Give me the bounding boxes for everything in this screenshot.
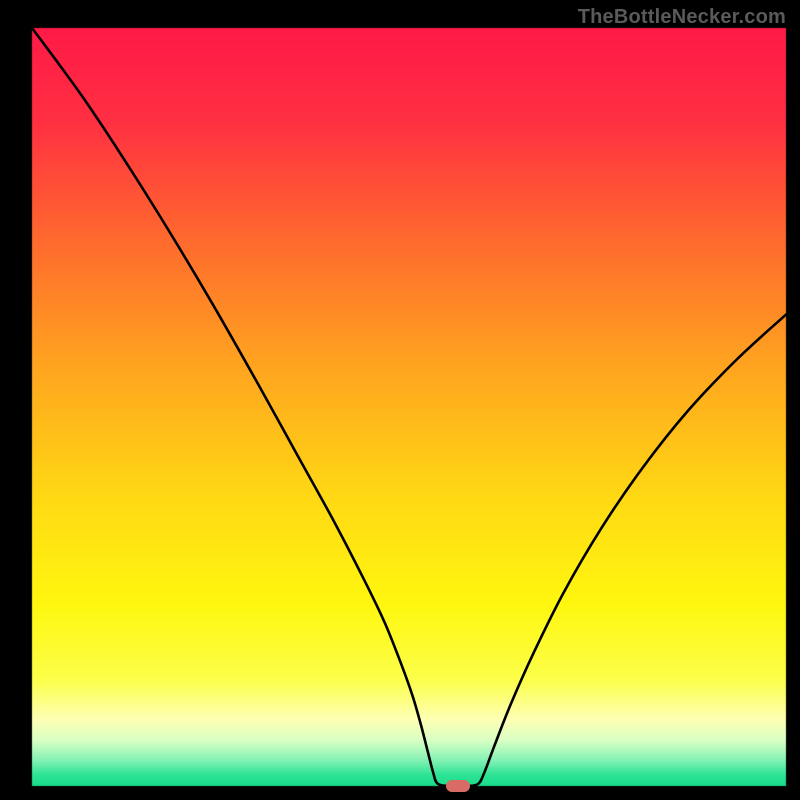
watermark-text: TheBottleNecker.com: [578, 6, 786, 29]
optimal-marker: [446, 780, 470, 792]
gradient-background: [0, 0, 800, 800]
chart-stage: TheBottleNecker.com: [0, 0, 800, 800]
